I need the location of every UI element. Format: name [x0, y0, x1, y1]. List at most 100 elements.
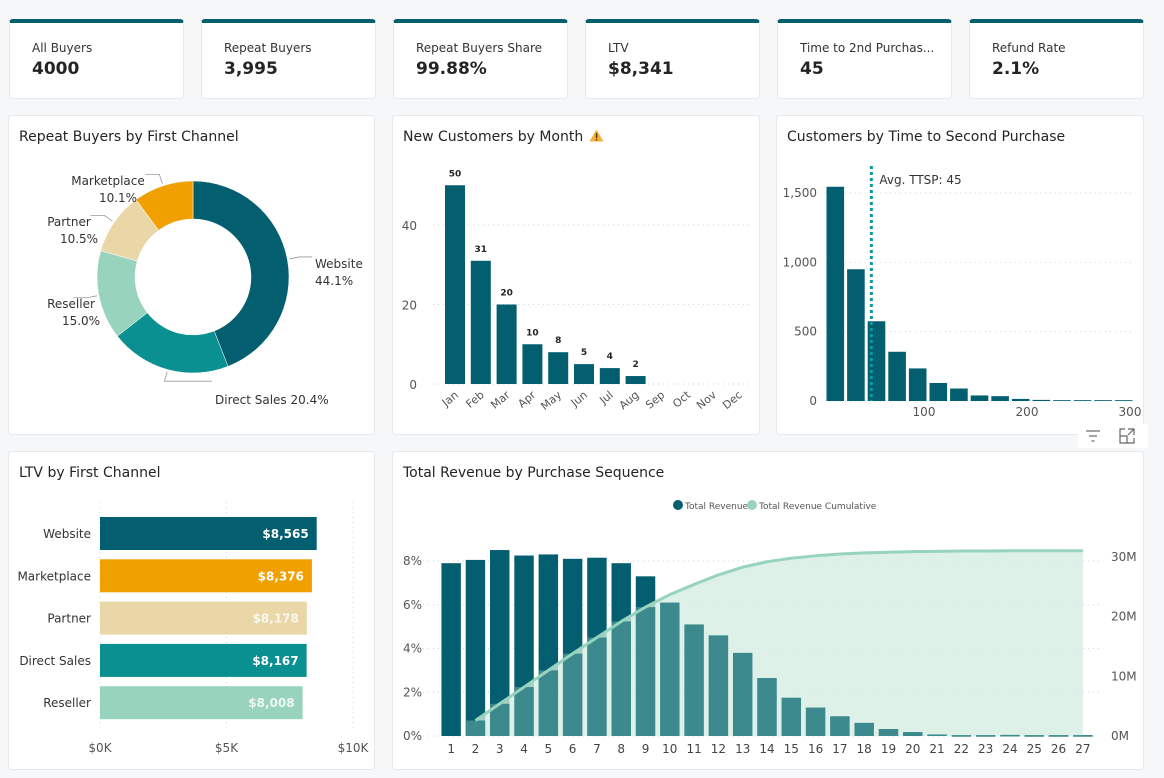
kpi-card[interactable]: Repeat Buyers Share 99.88% — [393, 19, 568, 99]
x-tick-label: 9 — [642, 742, 650, 756]
cumulative-line — [474, 549, 1083, 722]
legend-marker-total-revenue — [673, 500, 683, 510]
histogram-bar — [929, 382, 948, 401]
warning-icon[interactable] — [589, 129, 604, 146]
revenue-by-sequence-card[interactable]: Total Revenue by Purchase Sequence Total… — [392, 451, 1144, 770]
kpi-label: Repeat Buyers Share — [416, 41, 543, 55]
data-label: 2 — [632, 360, 638, 370]
kpi-value: 3,995 — [224, 59, 278, 79]
ltv-by-channel-card[interactable]: LTV by First Channel $0K $5K $10K Website $8… — [8, 451, 375, 770]
revenue-bar-overlap — [1024, 735, 1044, 737]
x-tick-label: 6 — [569, 742, 577, 756]
chart-title: New Customers by Month — [403, 129, 584, 145]
x-tick-label: 15 — [784, 742, 799, 756]
bar-marketplace — [100, 559, 312, 593]
revenue-bar-overlap — [708, 635, 729, 736]
x-tick-label: 14 — [759, 742, 774, 756]
slice-label: Direct Sales 20.4% — [215, 393, 329, 407]
category-label: Direct Sales — [19, 654, 91, 668]
x-tick-label: $5K — [215, 741, 239, 755]
chart-title-wrap: New Customers by Month — [403, 129, 604, 146]
x-tick-label: 12 — [711, 742, 726, 756]
slice-label: Partner — [47, 215, 91, 229]
category-label: Marketplace — [17, 569, 91, 583]
data-label: 20 — [500, 289, 513, 299]
histogram-bar — [1114, 400, 1133, 401]
slice-value: 10.5% — [60, 232, 98, 246]
legend-label: Total Revenue — [684, 502, 749, 512]
revenue-bar-overlap — [1000, 734, 1020, 737]
chart-title: LTV by First Channel — [19, 465, 161, 481]
data-label: 8 — [555, 336, 561, 346]
x-tick-label: 27 — [1075, 742, 1090, 756]
x-tick-label: Oct — [670, 388, 693, 411]
donut-chart: Website 44.1% Direct Sales 20.4% Reseller 15… — [47, 173, 363, 407]
bar-mar — [496, 304, 517, 384]
customers-by-ttsp-card[interactable]: Customers by Time to Second Purchase 0 50… — [776, 115, 1144, 435]
x-tick-label: $0K — [88, 741, 112, 755]
x-tick-label: Jun — [568, 388, 590, 410]
kpi-value: $8,341 — [608, 59, 674, 79]
y-tick-label-right: 10M — [1111, 669, 1137, 683]
chart-title: Total Revenue by Purchase Sequence — [403, 465, 665, 481]
x-tick-label: Nov — [694, 388, 719, 412]
leader-line — [289, 256, 312, 260]
y-tick-label: 0 — [809, 394, 817, 408]
revenue-bar-overlap — [805, 707, 826, 736]
new-customers-by-month-card[interactable]: New Customers by Month 0 20 40 50 Jan 31 Feb 20… — [392, 115, 760, 435]
y-tick-label-right: 30M — [1111, 550, 1137, 564]
histogram-bar — [1011, 398, 1030, 401]
kpi-card[interactable]: Refund Rate 2.1% — [969, 19, 1144, 99]
data-label: 4 — [607, 352, 613, 362]
revenue-bar-overlap — [951, 735, 972, 737]
data-label: $8,167 — [252, 654, 298, 668]
x-tick-label: Dec — [720, 388, 745, 412]
category-label: Website — [43, 527, 91, 541]
slice-label: Marketplace — [71, 174, 145, 188]
revenue-bar-overlap — [660, 602, 680, 736]
y-tick-label-right: 20M — [1111, 610, 1137, 624]
revenue-bar — [490, 550, 510, 736]
x-tick-label: 2 — [472, 742, 480, 756]
revenue-bar — [441, 563, 461, 736]
bar-jul — [599, 368, 620, 384]
kpi-label: All Buyers — [32, 41, 93, 55]
kpi-label: Time to 2nd Purchas... — [800, 41, 935, 55]
revenue-bar-overlap — [538, 670, 559, 736]
bar-website — [100, 517, 317, 550]
x-tick-label: 200 — [1016, 405, 1039, 419]
leader-line — [90, 214, 113, 222]
histogram-bar — [991, 396, 1009, 401]
chart-title: Repeat Buyers by First Channel — [19, 129, 239, 145]
histogram-bar — [1053, 400, 1071, 401]
focus-mode-icon[interactable] — [1116, 426, 1138, 446]
kpi-card[interactable]: Repeat Buyers 3,995 — [201, 19, 376, 99]
x-tick-label: 5 — [545, 742, 553, 756]
data-label: $8,376 — [258, 569, 304, 583]
x-tick-label: 20 — [905, 742, 920, 756]
x-tick-label: 10 — [662, 742, 677, 756]
x-tick-label: 24 — [1002, 742, 1017, 756]
x-tick-label: 17 — [832, 742, 847, 756]
leader-line — [145, 173, 163, 185]
y-tick-label-left: 4% — [403, 642, 422, 656]
revenue-bar-overlap — [465, 720, 486, 736]
bar-aug — [625, 376, 646, 384]
revenue-bar-overlap — [635, 607, 656, 736]
revenue-bar-overlap — [732, 652, 753, 736]
kpi-card[interactable]: Time to 2nd Purchas... 45 — [777, 19, 952, 99]
y-tick-label-left: 0% — [403, 729, 422, 743]
revenue-bar — [465, 559, 486, 736]
category-label: Reseller — [43, 696, 91, 710]
kpi-card[interactable]: All Buyers 4000 — [9, 19, 184, 99]
repeat-buyers-by-channel-card[interactable]: Repeat Buyers by First Channel Website 44… — [8, 115, 375, 435]
filter-icon[interactable] — [1082, 426, 1104, 446]
revenue-bar-overlap — [490, 703, 510, 736]
y-tick-label: 1,000 — [783, 255, 817, 269]
slice-value: 10.1% — [99, 191, 137, 205]
data-label: $8,178 — [253, 612, 299, 626]
kpi-card[interactable]: LTV $8,341 — [585, 19, 760, 99]
revenue-bar-overlap — [1048, 735, 1069, 737]
histogram-bar — [1094, 400, 1112, 401]
kpi-label: Repeat Buyers — [224, 41, 312, 55]
